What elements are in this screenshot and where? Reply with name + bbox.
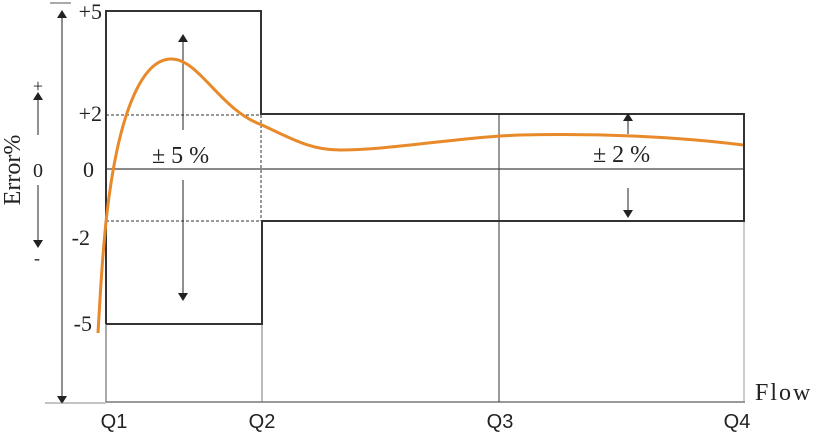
error-curve bbox=[96, 57, 744, 334]
sign-zero: 0 bbox=[33, 160, 43, 182]
y-tick-label: -2 bbox=[72, 225, 90, 250]
tolerance-label-5: ± 5 % bbox=[152, 143, 209, 169]
x-tick-label: Q1 bbox=[101, 411, 128, 432]
x-tick-label: Q4 bbox=[724, 411, 751, 432]
x-tick-label: Q2 bbox=[249, 411, 276, 432]
x-tick-label: Q3 bbox=[487, 411, 514, 432]
lower-tolerance-limit bbox=[106, 169, 745, 325]
y-tick-label: 0 bbox=[83, 157, 94, 182]
x-axis-label: Flow bbox=[755, 380, 812, 406]
y-tick-label: +2 bbox=[79, 101, 102, 126]
y-tick-label: -5 bbox=[74, 311, 92, 336]
upper-tolerance-limit bbox=[105, 10, 745, 324]
sign-plus: + bbox=[33, 76, 43, 96]
tolerance-label-2: ± 2 % bbox=[593, 142, 650, 168]
y-axis-label: Error% bbox=[0, 135, 26, 206]
y-tick-label: +5 bbox=[79, 0, 102, 24]
sign-minus: - bbox=[34, 248, 40, 268]
